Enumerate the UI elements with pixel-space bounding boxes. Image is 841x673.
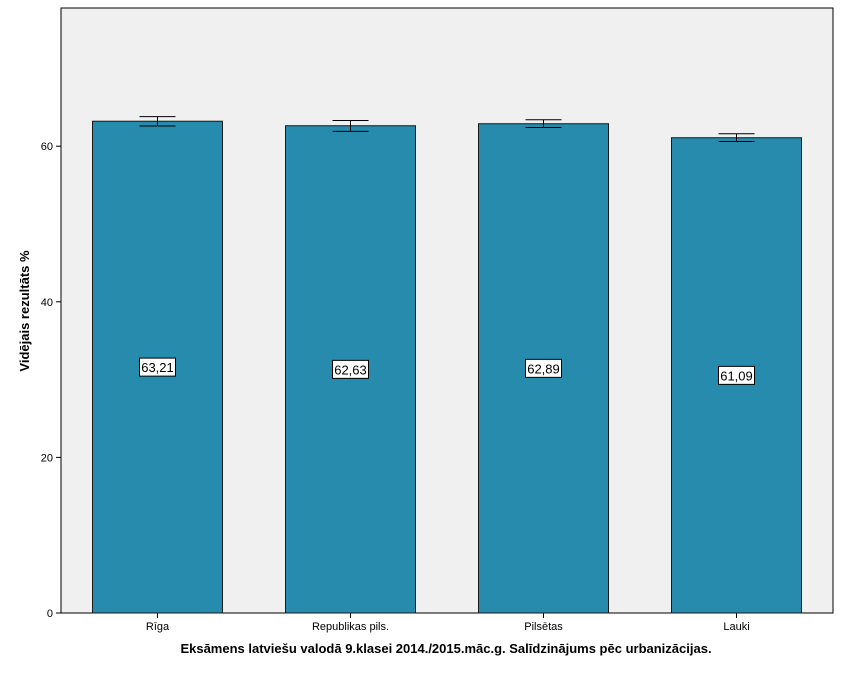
data-label-box bbox=[332, 359, 369, 379]
data-label-box bbox=[718, 365, 755, 385]
x-tick-label: Pilsētas bbox=[524, 621, 563, 633]
x-axis-title: Eksāmens latviešu valodā 9.klasei 2014./… bbox=[180, 641, 711, 656]
x-tick-label: Lauki bbox=[723, 621, 749, 633]
data-label: 63,21 bbox=[141, 360, 174, 375]
x-tick-label: Rīga bbox=[146, 621, 170, 633]
data-labels-group: 63,21 62,63 62,89 61,09 bbox=[139, 357, 755, 385]
y-axis: 0 20 40 60 bbox=[41, 141, 61, 620]
y-tick-label: 60 bbox=[41, 141, 53, 153]
y-axis-title: Vidējais rezultāts % bbox=[17, 250, 32, 372]
data-label-box bbox=[525, 358, 562, 378]
data-label: 62,89 bbox=[527, 361, 560, 376]
x-axis: Rīga Republikas pils. Pilsētas Lauki bbox=[146, 613, 750, 633]
y-tick-label: 0 bbox=[47, 608, 53, 620]
x-tick-label: Republikas pils. bbox=[312, 621, 389, 633]
data-label: 62,63 bbox=[334, 362, 367, 377]
y-tick-label: 20 bbox=[41, 452, 53, 464]
error-bars-group bbox=[139, 116, 755, 143]
data-label: 61,09 bbox=[720, 368, 753, 383]
data-label-box bbox=[139, 357, 176, 377]
y-tick-label: 40 bbox=[41, 297, 53, 309]
